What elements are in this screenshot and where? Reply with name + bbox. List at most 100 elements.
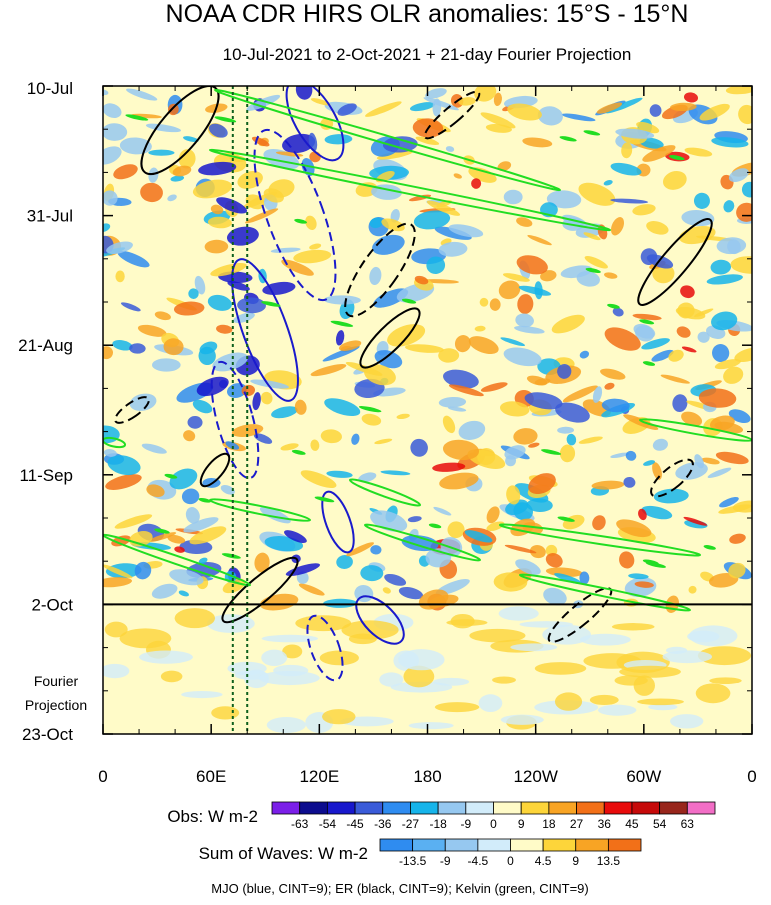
anomaly-patch [479, 297, 489, 307]
anomaly-patch [448, 384, 484, 397]
anomaly-patch [486, 521, 505, 532]
anomaly-patch [579, 350, 590, 359]
anomaly-patch [628, 573, 649, 580]
anomaly-patch [345, 361, 383, 376]
anomaly-patch [723, 200, 735, 213]
projection-patch [648, 703, 678, 711]
anomaly-patch [468, 167, 497, 183]
anomaly-patch [516, 217, 533, 227]
anomaly-patch [516, 255, 548, 275]
anomaly-patch [566, 433, 577, 446]
anomaly-patch [662, 170, 687, 190]
anomaly-patch [210, 262, 247, 277]
projection-patch [554, 692, 583, 711]
mjo-contour [253, 128, 337, 302]
anomaly-patch [560, 265, 593, 279]
kelvin-fragment [583, 130, 601, 136]
projection-patch [689, 625, 738, 647]
projection-patch [637, 698, 684, 706]
projection-patch [408, 722, 454, 730]
colorbar-level-label: 45 [625, 817, 639, 831]
waves-colorbar-label: Sum of Waves: W m-2 [199, 844, 368, 863]
projection-patch [697, 646, 752, 666]
anomaly-patch [610, 452, 629, 459]
projection-patch [244, 669, 269, 689]
anomaly-patch [426, 200, 461, 216]
anomaly-patch [185, 507, 200, 524]
anomaly-patch [540, 270, 557, 282]
projection-label-line2: Projection [25, 697, 87, 713]
anomaly-patch [323, 598, 358, 608]
mjo-contour [285, 86, 345, 162]
anomaly-patch [610, 198, 649, 204]
anomaly-patch [103, 146, 122, 165]
projection-patch [500, 714, 544, 725]
anomaly-patch [591, 480, 625, 490]
anomaly-patch [592, 515, 606, 531]
anomaly-patch [438, 348, 460, 363]
anomaly-patch [192, 179, 233, 199]
anomaly-patch [263, 188, 284, 203]
kelvin-fragment [164, 473, 178, 479]
anomaly-patch [253, 433, 273, 444]
x-tick-label: 0 [747, 767, 756, 786]
anomaly-patch [140, 182, 163, 203]
anomaly-patch [309, 243, 322, 250]
colorbar-level-label: -9 [460, 817, 471, 831]
anomaly-patch [222, 578, 246, 594]
kelvin-fragment [428, 523, 442, 529]
anomaly-patch [103, 449, 117, 457]
anomaly-patch [596, 102, 623, 114]
kelvin-fragment [668, 155, 685, 161]
anomaly-patch [376, 150, 414, 160]
anomaly-patch [445, 146, 455, 152]
anomaly-patch [706, 274, 743, 285]
anomaly-patch [337, 103, 357, 116]
anomaly-patch [137, 324, 167, 337]
colorbar-swatch [510, 838, 544, 852]
anomaly-patch [432, 462, 466, 472]
anomaly-patch [513, 428, 538, 445]
x-tick-label: 60W [626, 767, 661, 786]
colorbar-swatch [542, 838, 577, 852]
anomaly-patch [641, 338, 670, 350]
kelvin-fragment [261, 301, 281, 307]
colorbar-level-label: -9 [440, 854, 451, 868]
anomaly-patch [439, 472, 479, 490]
anomaly-patch [632, 313, 662, 321]
anomaly-patch [668, 349, 684, 362]
anomaly-patch [148, 167, 159, 183]
colorbar-swatch [382, 801, 411, 815]
anomaly-patch [126, 88, 158, 101]
colorbar-swatch [520, 801, 550, 815]
anomaly-patch [619, 551, 635, 569]
kelvin-fragment [330, 320, 354, 327]
anomaly-patch [361, 413, 382, 426]
anomaly-patch [634, 581, 654, 588]
anomaly-patch [646, 221, 669, 235]
kelvin-fragment [642, 559, 659, 565]
anomaly-patch [454, 335, 471, 353]
anomaly-patch [554, 573, 582, 585]
projection-patch [434, 702, 480, 713]
kelvin-contour [498, 523, 702, 557]
anomaly-patch [212, 352, 249, 372]
anomaly-patch [103, 103, 122, 118]
anomaly-patch [335, 330, 345, 346]
y-tick-label: 23-Oct [22, 725, 73, 744]
anomaly-patch [346, 542, 375, 557]
anomaly-patch [727, 239, 741, 255]
anomaly-patch [407, 516, 422, 523]
anomaly-patch [730, 256, 752, 274]
er-contour [637, 218, 713, 306]
projection-patch [662, 650, 713, 664]
anomaly-patch [534, 281, 543, 300]
anomaly-patch [543, 587, 567, 606]
colorbar-level-label: -4.5 [468, 854, 489, 868]
anomaly-patch [528, 442, 540, 448]
anomaly-patch [546, 190, 582, 209]
anomaly-patch [480, 112, 516, 129]
anomaly-patch [145, 123, 182, 133]
anomaly-patch [174, 546, 185, 553]
colorbar-level-label: 13.5 [597, 854, 621, 868]
